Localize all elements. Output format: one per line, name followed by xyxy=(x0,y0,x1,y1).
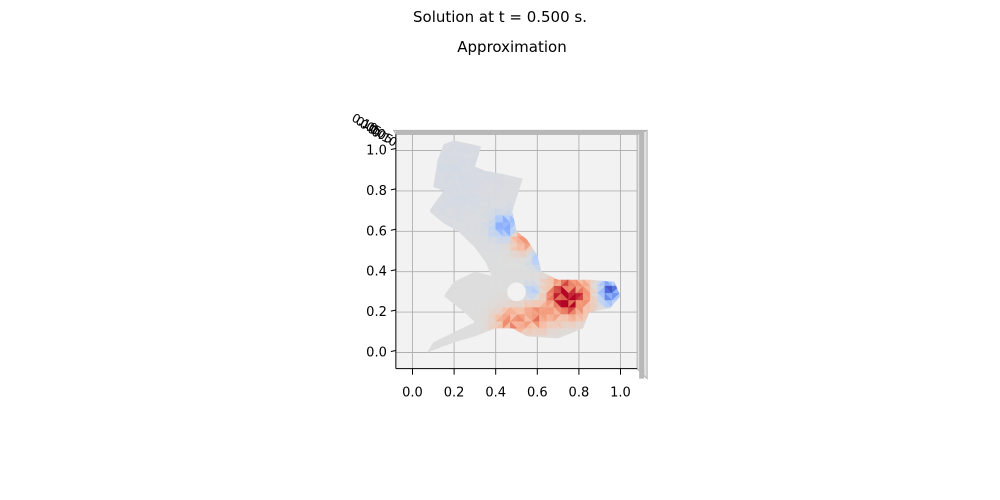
y-tick-mark xyxy=(390,148,396,150)
y-tick-mark xyxy=(390,350,396,352)
y-tick-label: 0.0 xyxy=(366,346,387,361)
x-axis-ticks: 0.0 0.2 0.4 0.6 0.8 1.0 xyxy=(395,368,638,401)
y-axis-ticks: 0.0 0.2 0.4 0.6 0.8 1.0 xyxy=(366,134,397,369)
y-tick-mark xyxy=(390,188,396,191)
y-tick-label: 0.8 xyxy=(366,184,387,199)
x-tick-label: 1.0 xyxy=(610,386,631,401)
y-tick-mark xyxy=(390,269,396,272)
y-tick-mark xyxy=(390,309,396,312)
surface-triangle xyxy=(427,349,431,353)
axes-title: Approximation xyxy=(457,38,566,56)
y-tick-mark xyxy=(390,228,396,231)
y-tick-label: 0.2 xyxy=(366,305,387,320)
y-tick-label: 1.0 xyxy=(366,144,387,159)
x-tick-label: 0.0 xyxy=(402,386,423,401)
axes-3d: 0.0 0.2 0.4 0.6 0.8 1.0 0.0 0.2 0.4 0.6 0.8 1.0 0.… xyxy=(349,111,648,401)
x-tick-label: 0.8 xyxy=(569,386,590,401)
x-tick-label: 0.6 xyxy=(527,386,548,401)
y-tick-label: 0.4 xyxy=(366,265,387,280)
pane-edge-right xyxy=(639,132,645,379)
pane-edge-top xyxy=(395,130,644,135)
x-tick-label: 0.4 xyxy=(485,386,506,401)
x-tick-label: 0.2 xyxy=(444,386,465,401)
figure-suptitle: Solution at t = 0.500 s. xyxy=(413,8,587,26)
y-tick-label: 0.6 xyxy=(366,224,387,239)
